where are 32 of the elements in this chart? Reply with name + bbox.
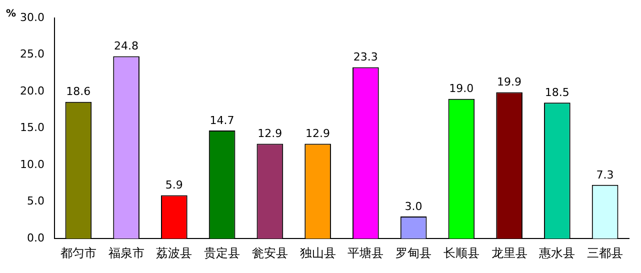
x-tick-label: 平塘县 bbox=[348, 246, 384, 260]
y-tick-label: 30.0 bbox=[20, 10, 44, 24]
data-label: 5.9 bbox=[165, 178, 183, 192]
data-label: 18.5 bbox=[544, 86, 570, 99]
x-tick-label: 都匀市 bbox=[60, 246, 96, 260]
x-tick-label: 长顺县 bbox=[443, 246, 480, 260]
x-tick-label: 三都县 bbox=[587, 246, 624, 260]
data-label: 24.8 bbox=[114, 40, 139, 53]
data-label: 19.0 bbox=[449, 82, 474, 96]
y-tick-label: 20.0 bbox=[20, 84, 44, 98]
x-tick-label: 福泉市 bbox=[108, 246, 144, 260]
data-label: 7.3 bbox=[596, 168, 614, 182]
data-label: 19.9 bbox=[497, 76, 522, 89]
x-tick-label: 独山县 bbox=[300, 246, 336, 260]
data-label: 12.9 bbox=[258, 127, 282, 140]
x-tick-label: 罗甸县 bbox=[396, 246, 432, 260]
x-tick-label: 荔波县 bbox=[156, 246, 192, 260]
data-label: 14.7 bbox=[210, 114, 234, 127]
data-label: 23.3 bbox=[353, 50, 378, 64]
x-tick-label: 瓮安县 bbox=[252, 246, 288, 260]
data-label: 12.9 bbox=[306, 127, 330, 140]
x-tick-label: 龙里县 bbox=[491, 246, 528, 260]
x-tick-label: 贵定县 bbox=[204, 246, 240, 260]
x-tick-label: 惠水县 bbox=[538, 246, 576, 260]
y-tick-label: 0.0 bbox=[26, 231, 44, 244]
y-tick-label: 10.0 bbox=[20, 158, 44, 171]
y-tick-label: 15.0 bbox=[20, 121, 44, 134]
y-tick-label: 5.0 bbox=[26, 194, 44, 208]
y-axis-title: % bbox=[6, 8, 16, 20]
y-tick-label: 25.0 bbox=[20, 48, 44, 61]
data-label: 18.6 bbox=[66, 85, 91, 98]
data-label: 3.0 bbox=[404, 200, 422, 213]
